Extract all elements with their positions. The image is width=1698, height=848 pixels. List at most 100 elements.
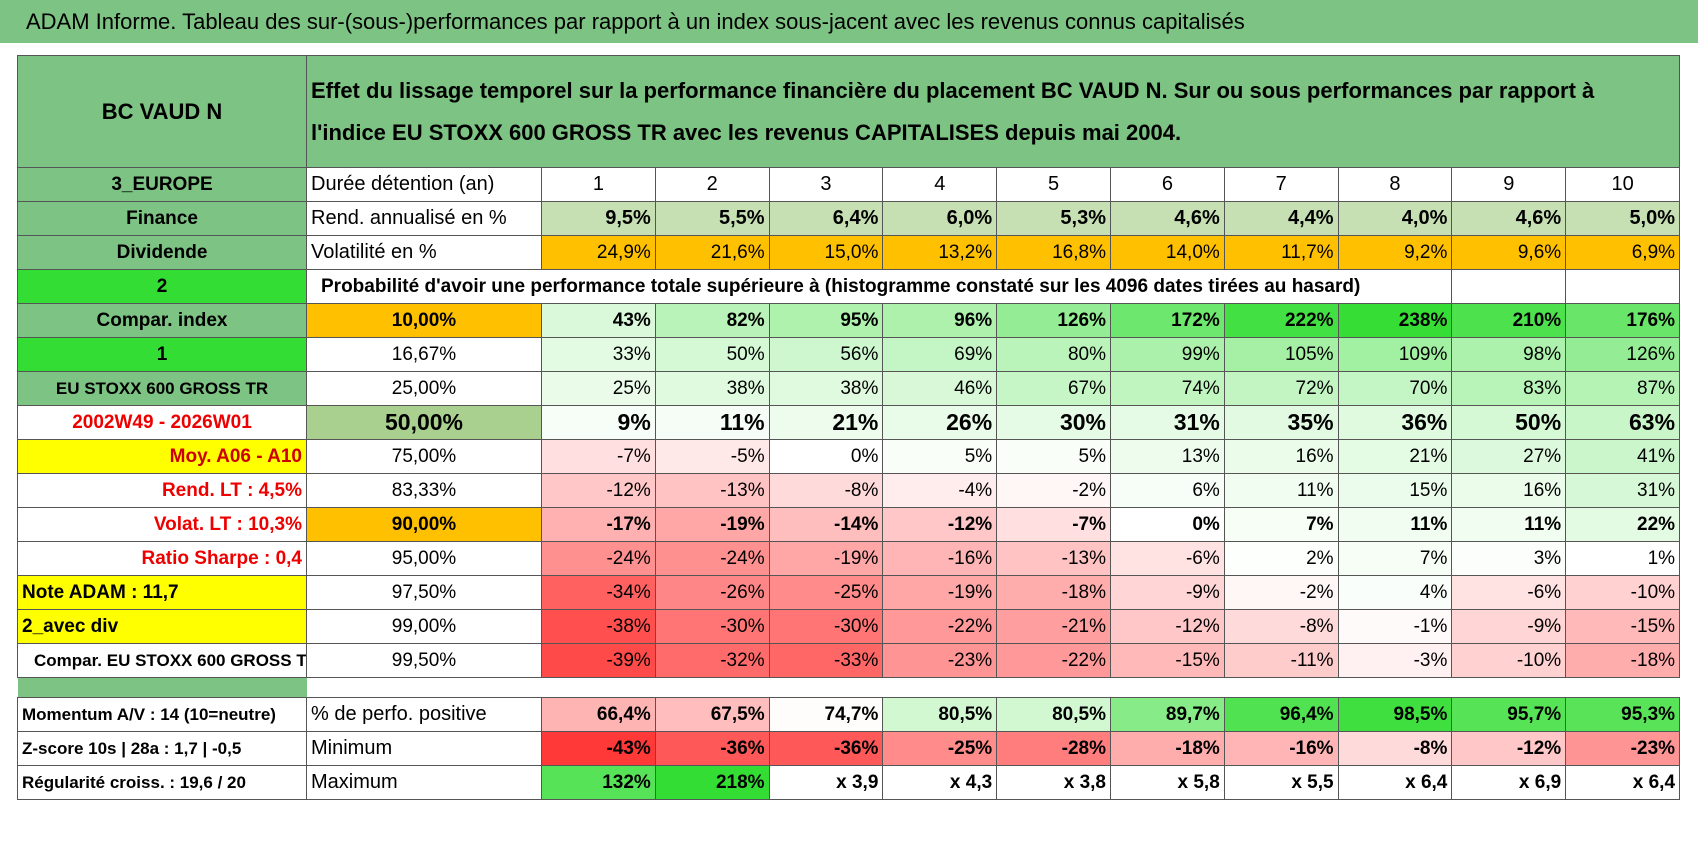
value-cell: x 3,9: [768, 765, 884, 800]
value-cell: 66,4%: [541, 697, 656, 732]
value-cell: -15%: [1565, 609, 1681, 644]
row-param: 97,50%: [306, 575, 542, 610]
value-cell: 95,7%: [1451, 697, 1567, 732]
value-cell: -43%: [541, 731, 656, 766]
spacer: [307, 678, 1680, 698]
value-cell: 21%: [1337, 439, 1453, 474]
value-cell: 67%: [996, 371, 1111, 406]
value-cell: 218%: [654, 765, 770, 800]
value-cell: 87%: [1565, 371, 1681, 406]
value-cell: -13%: [654, 473, 770, 508]
value-cell: 14,0%: [1109, 235, 1225, 270]
value-cell: 238%: [1337, 303, 1453, 338]
value-cell: 9: [1451, 167, 1567, 202]
value-cell: 43%: [541, 303, 656, 338]
value-cell: -19%: [768, 541, 884, 576]
value-cell: 24,9%: [541, 235, 656, 270]
value-cell: -2%: [996, 473, 1111, 508]
spacer-row: [17, 677, 1680, 698]
table-row: Rend. LT : 4,5% 83,33% -12% -13% -8% -4% -2% 6%…: [17, 473, 1681, 508]
value-cell: 16%: [1223, 439, 1339, 474]
value-cell: 6,9%: [1565, 235, 1681, 270]
row-param: Durée détention (an): [306, 167, 542, 202]
value-cell: 74%: [1109, 371, 1225, 406]
value-cell: -22%: [882, 609, 998, 644]
value-cell: 38%: [768, 371, 884, 406]
row-label: 1: [17, 337, 307, 372]
value-cell: -16%: [882, 541, 998, 576]
value-cell: 126%: [1565, 337, 1681, 372]
value-cell: 46%: [882, 371, 998, 406]
row-param: 25,00%: [306, 371, 542, 406]
value-cell: -32%: [654, 643, 770, 678]
value-cell: 9,6%: [1451, 235, 1567, 270]
value-cell: -18%: [996, 575, 1111, 610]
value-cell: 69%: [882, 337, 998, 372]
value-cell: 21%: [768, 405, 884, 440]
value-cell: 3%: [1451, 541, 1567, 576]
value-cell: -6%: [1109, 541, 1225, 576]
title-bar: ADAM Informe. Tableau des sur-(sous-)per…: [0, 0, 1698, 43]
table-row: Régularité croiss. : 19,6 / 20 Maximum 132…: [17, 765, 1681, 800]
row-label: Volat. LT : 10,3%: [17, 507, 307, 542]
value-cell: 11%: [654, 405, 770, 440]
table-row: Z-score 10s | 28a : 1,7 | -0,5 Minimum -43…: [17, 731, 1681, 766]
table-row: 3_EUROPE Durée détention (an) 1 2 3 4 5 6 7 8 9 10: [17, 167, 1681, 202]
perf-table: BC VAUD N Effet du lissage temporel sur l…: [17, 55, 1681, 800]
value-cell: 16,8%: [996, 235, 1111, 270]
value-cell: -14%: [768, 507, 884, 542]
spacer: [17, 677, 307, 698]
value-cell: -22%: [996, 643, 1111, 678]
value-cell: 176%: [1565, 303, 1681, 338]
value-cell: -12%: [1109, 609, 1225, 644]
value-cell: 70%: [1337, 371, 1453, 406]
value-cell: 80,5%: [996, 697, 1111, 732]
value-cell: 95%: [768, 303, 884, 338]
value-cell: -36%: [654, 731, 770, 766]
value-cell: -10%: [1565, 575, 1681, 610]
table-body: BC VAUD N Effet du lissage temporel sur l…: [17, 55, 1681, 800]
value-cell: -34%: [541, 575, 656, 610]
value-cell: -13%: [996, 541, 1111, 576]
row-label: Note ADAM : 11,7: [17, 575, 307, 610]
row-param: Volatilité en %: [306, 235, 542, 270]
value-cell: -8%: [768, 473, 884, 508]
header-row: BC VAUD N Effet du lissage temporel sur l…: [17, 55, 1681, 168]
row-label: Finance: [17, 201, 307, 236]
row-param: 99,50%: [306, 643, 542, 678]
value-cell: 7%: [1223, 507, 1339, 542]
value-cell: -38%: [541, 609, 656, 644]
row-label: Dividende: [17, 235, 307, 270]
value-cell: 132%: [541, 765, 656, 800]
value-cell: 5%: [996, 439, 1111, 474]
value-cell: x 3,8: [996, 765, 1111, 800]
table-row: EU STOXX 600 GROSS TR 25,00% 25% 38% 38% 46% 6…: [17, 371, 1681, 406]
fund-name: BC VAUD N: [17, 55, 307, 168]
row-param: % de perfo. positive: [306, 697, 542, 732]
value-cell: -8%: [1337, 731, 1453, 766]
row-param: Maximum: [306, 765, 542, 800]
value-cell: -18%: [1565, 643, 1681, 678]
value-cell: -17%: [541, 507, 656, 542]
row-label: Régularité croiss. : 19,6 / 20: [17, 765, 307, 800]
value-cell: 1%: [1565, 541, 1681, 576]
row-label: Momentum A/V : 14 (10=neutre): [17, 697, 307, 732]
value-cell: -9%: [1109, 575, 1225, 610]
value-cell: 2%: [1223, 541, 1339, 576]
table-row: Compar. EU STOXX 600 GROSS TR 99,50% -39% -…: [17, 643, 1681, 678]
row-label: 3_EUROPE: [17, 167, 307, 202]
value-cell: 3: [768, 167, 884, 202]
value-cell: 82%: [654, 303, 770, 338]
value-cell: 50%: [654, 337, 770, 372]
value-cell: 2: [654, 167, 770, 202]
row-param: Minimum: [306, 731, 542, 766]
row-label: Compar. EU STOXX 600 GROSS TR: [17, 643, 307, 678]
value-cell: 74,7%: [768, 697, 884, 732]
table-row: Compar. index 10,00% 43% 82% 95% 96% 126% 172% 2…: [17, 303, 1681, 338]
value-cell: -33%: [768, 643, 884, 678]
value-cell: 210%: [1451, 303, 1567, 338]
value-cell: 63%: [1565, 405, 1681, 440]
value-cell: -25%: [882, 731, 998, 766]
blank-cell: [1565, 269, 1681, 304]
value-cell: 6,0%: [882, 201, 998, 236]
